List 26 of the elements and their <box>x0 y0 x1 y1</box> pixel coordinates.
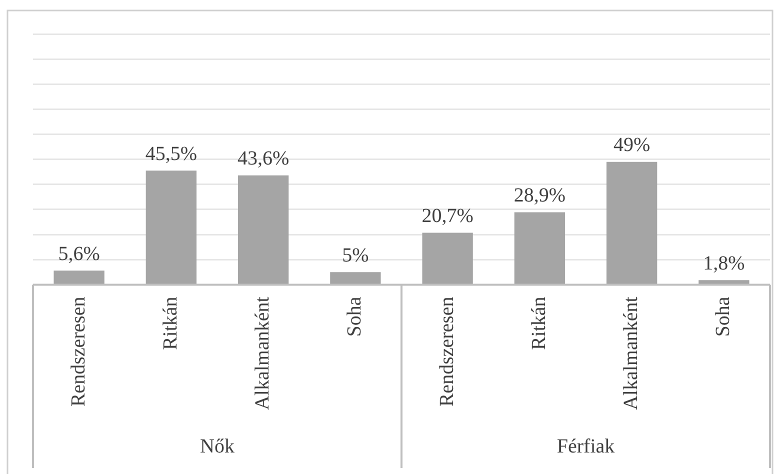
x-tick-label: Soha <box>344 296 366 337</box>
x-tick-label: Alkalmanként <box>252 296 274 410</box>
text: Nők <box>200 435 234 458</box>
bar <box>146 170 197 284</box>
x-tick-label: Rendszeresen <box>67 296 90 407</box>
data-label: 1,8% <box>703 252 745 274</box>
data-label: 45,5% <box>145 142 198 165</box>
data-label: 28,9% <box>514 184 566 206</box>
data-label: 43,6% <box>237 148 290 170</box>
x-tick-label: Alkalmanként <box>620 296 642 410</box>
x-tick-label: Ritkán <box>528 296 550 350</box>
bar <box>330 272 381 284</box>
bar <box>514 212 566 284</box>
x-tick-label: Soha <box>712 296 734 337</box>
data-label: 20,7% <box>422 205 474 228</box>
bar <box>698 280 750 284</box>
data-label: 5% <box>342 244 369 266</box>
bar <box>606 162 658 284</box>
bar <box>238 175 289 284</box>
data-label: 49% <box>613 134 650 156</box>
x-tick-label: Ritkán <box>159 296 182 350</box>
bar <box>54 270 104 284</box>
data-label: 5,6% <box>58 242 100 265</box>
x-tick-label: Rendszeresen <box>436 296 458 407</box>
text: Férfiak <box>556 435 615 458</box>
bar <box>422 232 473 284</box>
